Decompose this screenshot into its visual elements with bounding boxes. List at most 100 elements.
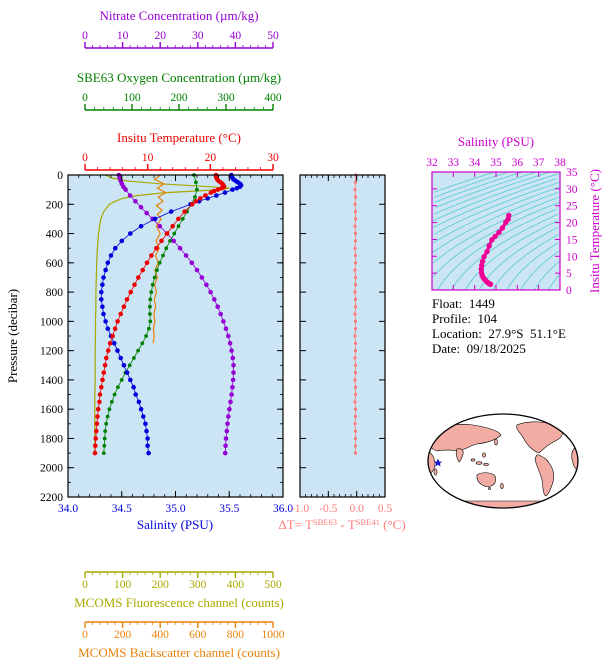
delta-t-dot — [353, 422, 357, 426]
nitrate-tick-label: 30 — [192, 30, 204, 42]
fluorescence-tick-label: 400 — [227, 579, 245, 591]
delta-t-dot — [353, 246, 357, 250]
ts-salinity-tick-label: 32 — [426, 157, 438, 169]
fluorescence-tick-label: 200 — [152, 579, 170, 591]
delta-t-dot — [353, 327, 358, 331]
pressure-tick-label: 2000 — [40, 463, 63, 475]
pressure-tick-label: 2200 — [40, 492, 63, 504]
delta-t-dot — [353, 305, 358, 309]
temperature-dot — [93, 443, 98, 449]
isopycnal-contour — [432, 173, 559, 222]
delta-t-dot — [353, 356, 357, 360]
oxygen-dot — [144, 334, 149, 338]
map-india — [455, 448, 464, 463]
location-text: Location: 27.9°S 51.1°E — [432, 326, 566, 341]
delta-t-dot — [353, 392, 358, 397]
fluorescence-tick-label: 100 — [114, 579, 132, 591]
isopycnal-contour — [465, 220, 558, 291]
ts-temperature-tick-label: 35 — [566, 167, 578, 179]
oxygen-dot — [116, 385, 120, 390]
delta-t-plot-area — [300, 175, 385, 497]
oxygen-dot — [150, 282, 155, 287]
ts-dot — [487, 281, 494, 287]
isopycnal-contour — [433, 171, 509, 198]
delta-t-title-prefix: ΔT= T — [278, 517, 313, 532]
salinity-dot — [144, 428, 149, 434]
pressure-tick-label: 1400 — [40, 375, 63, 387]
temperature-dot — [203, 193, 208, 198]
nitrate-dot — [215, 304, 220, 310]
salinity-tick-label: 34.5 — [112, 503, 132, 515]
isopycnal-contour — [435, 171, 537, 208]
isopycnal-contour — [534, 260, 560, 291]
nitrate-dot — [218, 311, 223, 317]
date-text: Date: 09/18/2025 — [432, 341, 526, 356]
pressure-tick-label: 400 — [46, 229, 64, 241]
delta-t-dot — [353, 407, 358, 411]
salinity-dot — [128, 231, 133, 236]
nitrate-dot — [171, 238, 176, 244]
nitrate-dot — [123, 187, 128, 192]
delta-t-dot — [353, 363, 358, 367]
pressure-tick-label: 1200 — [40, 346, 63, 358]
isopycnal-contour — [437, 208, 557, 291]
delta-t-tick-label: 0.5 — [378, 503, 393, 515]
ts-dot — [479, 258, 486, 264]
oxygen-dot — [136, 348, 141, 353]
ts-dot — [486, 243, 492, 249]
nitrate-dot — [230, 355, 236, 361]
salinity-dot — [222, 190, 228, 195]
nitrate-dot — [229, 348, 234, 353]
temperature-dot — [95, 406, 101, 412]
ts-isopycnal-contours — [431, 171, 561, 291]
oxygen-tick-label: 0 — [82, 92, 88, 104]
map-australia — [476, 472, 496, 487]
temperature-dot — [101, 370, 107, 375]
nitrate-dot — [208, 289, 213, 295]
isopycnal-contour — [506, 242, 559, 291]
oxygen-dot — [149, 290, 154, 294]
temperature-dot — [93, 436, 98, 441]
isopycnal-contour — [433, 186, 560, 244]
pressure-tick-label: 800 — [46, 287, 64, 299]
backscatter-tick-label: 600 — [189, 629, 207, 641]
map-new-zealand — [500, 483, 504, 489]
delta-t-tick-label: -1.0 — [291, 503, 309, 515]
oxygen-tick-label: 300 — [217, 92, 235, 104]
temperature-dot — [164, 231, 170, 236]
ts-dot — [489, 237, 495, 243]
delta-t-dot — [353, 210, 358, 214]
ts-temperature-tick-label: 30 — [566, 184, 578, 196]
ts-temperature-tick-label: 15 — [566, 234, 578, 246]
nitrate-dot — [231, 370, 236, 375]
salinity-dot — [113, 245, 118, 251]
salinity-tick-label: 34.0 — [58, 503, 78, 515]
temperature-tick-label: 0 — [82, 152, 88, 164]
nitrate-dot — [157, 223, 163, 229]
pressure-tick-label: 0 — [57, 170, 63, 182]
fluorescence-axis-title: MCOMS Fluorescence channel (counts) — [74, 595, 284, 610]
nitrate-dot — [223, 436, 229, 441]
salinity-dot — [145, 436, 150, 441]
temperature-dot — [176, 216, 181, 222]
ts-temperature-tick-label: 10 — [566, 251, 578, 263]
nitrate-axis-title: Nitrate Concentration (µm/kg) — [99, 8, 258, 23]
temperature-dot — [97, 392, 103, 397]
ts-dot — [484, 248, 490, 255]
float-id-text: Float: 1449 — [432, 296, 495, 311]
ts-salinity-tick-label: 33 — [448, 157, 460, 169]
oxygen-dot — [148, 297, 153, 302]
nitrate-tick-label: 10 — [117, 30, 129, 42]
salinity-tick-label: 35.0 — [165, 503, 185, 515]
ts-dot — [496, 229, 502, 235]
oxygen-dot — [161, 253, 165, 258]
oxygen-tick-label: 100 — [123, 92, 141, 104]
temperature-dot — [97, 399, 102, 405]
nitrate-dot — [226, 333, 231, 339]
salinity-dot — [108, 253, 114, 258]
salinity-dot — [118, 355, 123, 361]
ts-temperature-axis-title: Insitu Temperature (°C) — [587, 169, 602, 293]
fluorescence-tick-label: 300 — [189, 579, 207, 591]
nitrate-dot — [223, 443, 228, 449]
